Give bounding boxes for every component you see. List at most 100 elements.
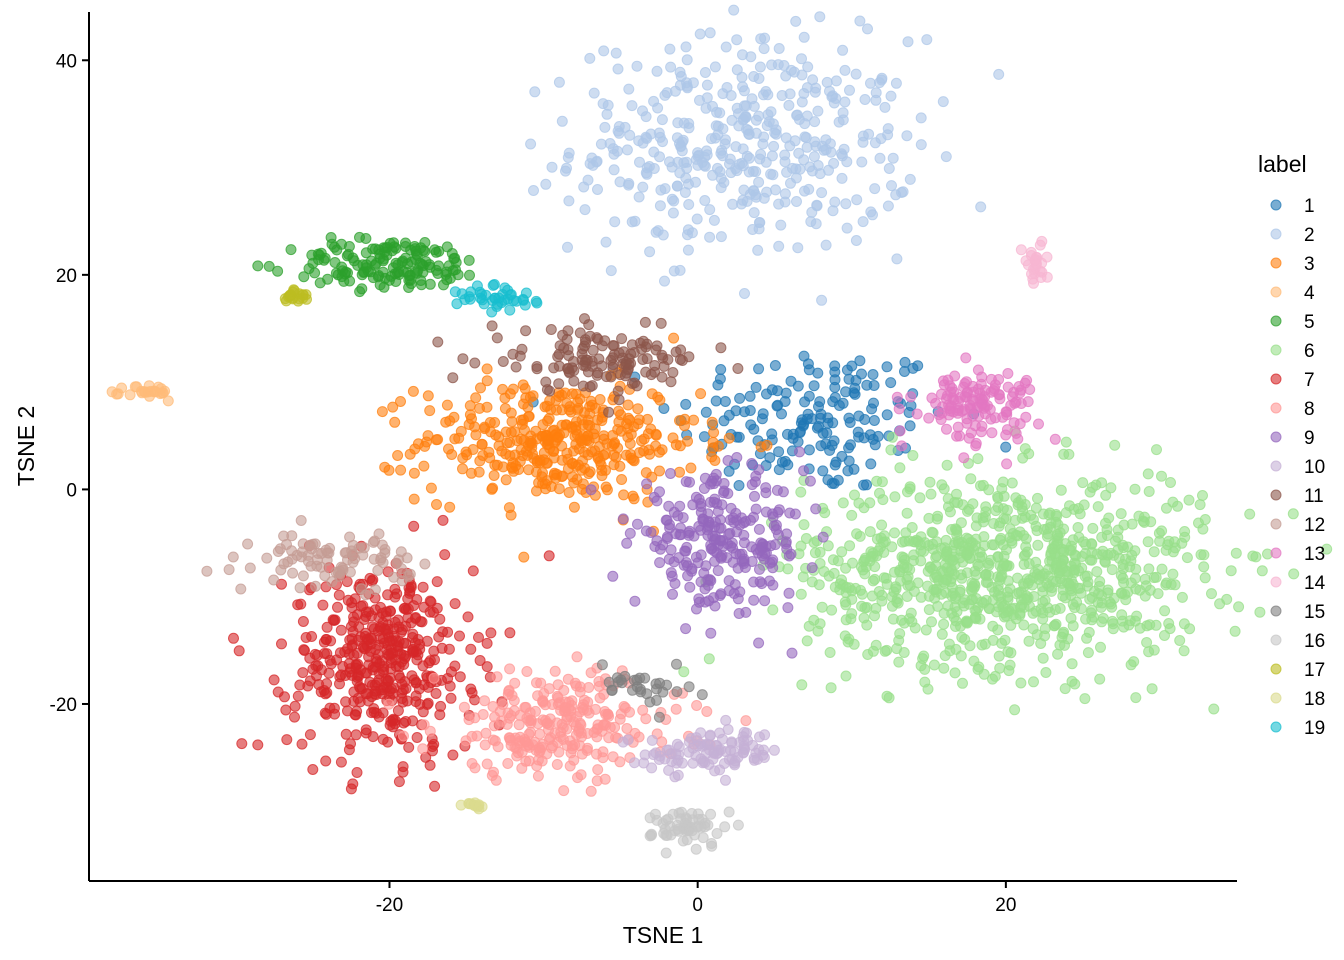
legend-key <box>1270 547 1282 559</box>
point <box>470 392 482 404</box>
point <box>644 696 656 708</box>
point <box>369 604 381 616</box>
point <box>790 172 802 184</box>
point <box>773 446 785 458</box>
point <box>672 754 684 766</box>
point <box>877 494 889 506</box>
point <box>698 431 710 443</box>
point <box>407 647 419 658</box>
point <box>1184 623 1196 635</box>
point <box>363 651 375 663</box>
point <box>654 486 665 498</box>
legend-key <box>1270 315 1282 327</box>
y-axis-title: TSNE 2 <box>13 406 39 487</box>
point <box>970 569 982 581</box>
point <box>607 570 619 582</box>
point <box>592 764 604 776</box>
point <box>640 131 652 143</box>
point <box>1244 508 1256 520</box>
point <box>562 673 574 685</box>
legend-key <box>1270 692 1282 704</box>
point <box>553 483 565 495</box>
legend-key <box>1270 721 1282 733</box>
point <box>414 698 426 710</box>
point <box>392 450 404 461</box>
point <box>688 414 700 426</box>
point <box>646 762 658 774</box>
point <box>840 581 852 593</box>
point <box>1035 272 1047 283</box>
point <box>507 457 519 469</box>
point <box>553 76 565 88</box>
point <box>1075 603 1087 615</box>
point <box>712 440 724 452</box>
point <box>797 571 809 583</box>
point <box>441 399 453 411</box>
point <box>773 198 785 210</box>
point <box>672 510 684 522</box>
series-2 <box>525 4 1005 377</box>
point <box>612 63 624 75</box>
point <box>734 736 746 748</box>
point <box>367 664 379 676</box>
point <box>657 818 669 829</box>
point <box>1161 502 1172 514</box>
point <box>1146 683 1158 695</box>
point <box>528 185 539 196</box>
point <box>764 452 776 464</box>
point <box>596 659 608 671</box>
point <box>603 406 615 418</box>
point <box>491 459 503 471</box>
point <box>268 574 280 586</box>
point <box>1142 536 1154 548</box>
point <box>489 711 501 723</box>
point <box>568 716 580 728</box>
point <box>602 708 614 720</box>
series-14 <box>1015 235 1053 289</box>
point <box>1199 572 1211 584</box>
point <box>529 86 541 98</box>
point <box>415 616 426 627</box>
point <box>685 462 697 474</box>
point <box>733 608 745 619</box>
point <box>750 503 762 515</box>
point <box>622 734 634 746</box>
point <box>698 483 710 494</box>
point <box>926 616 937 628</box>
point <box>902 571 914 583</box>
point <box>671 686 683 698</box>
point <box>1072 522 1084 533</box>
point <box>936 479 948 491</box>
point <box>600 236 612 248</box>
point <box>349 709 361 721</box>
point <box>297 667 309 679</box>
point <box>477 450 489 461</box>
point <box>396 257 408 268</box>
series-5 <box>252 231 475 298</box>
legend-label: 13 <box>1304 544 1325 565</box>
point <box>287 567 299 579</box>
point <box>1143 486 1155 497</box>
point <box>465 643 477 655</box>
point <box>822 540 834 552</box>
point <box>584 381 596 393</box>
point <box>639 316 651 328</box>
point <box>720 774 731 786</box>
point <box>891 253 903 265</box>
point <box>379 544 391 555</box>
point <box>389 416 401 428</box>
point <box>1063 448 1075 460</box>
point <box>548 362 560 374</box>
point <box>809 116 821 128</box>
point <box>795 540 807 552</box>
point <box>462 611 474 623</box>
point <box>1256 565 1268 577</box>
point <box>562 325 574 337</box>
point <box>844 540 856 552</box>
point <box>814 11 826 23</box>
point <box>779 455 791 467</box>
point <box>621 418 633 430</box>
point <box>519 299 531 311</box>
point <box>976 393 988 405</box>
point <box>1106 615 1118 627</box>
